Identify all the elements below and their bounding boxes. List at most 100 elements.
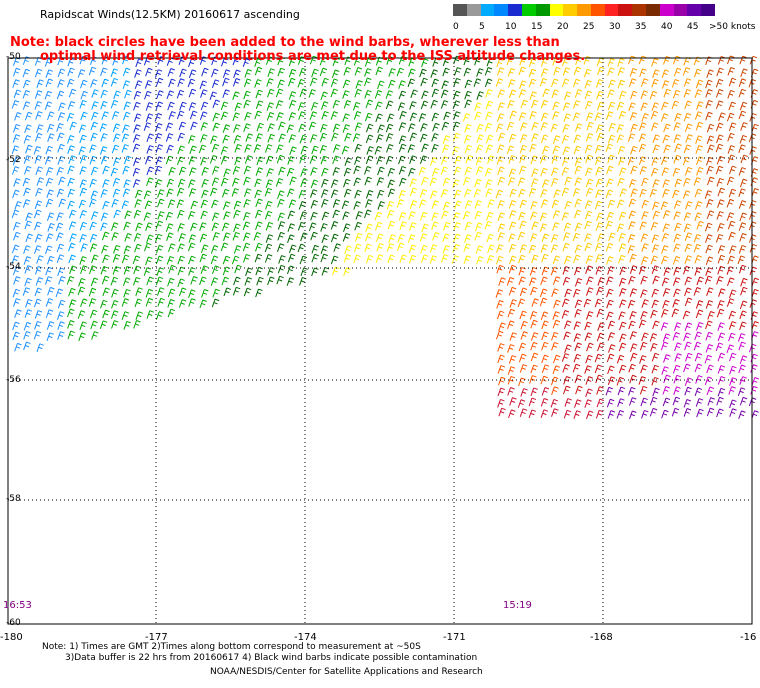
wind-barb [583, 298, 592, 308]
wind-barb [751, 123, 759, 133]
wind-barb [286, 167, 295, 177]
wind-barb [529, 110, 537, 120]
wind-barb [123, 245, 131, 255]
wind-barb [189, 110, 198, 120]
wind-barb [596, 286, 604, 296]
wind-barb [630, 90, 638, 100]
wind-barb [531, 168, 539, 178]
wind-barb [748, 211, 757, 220]
wind-barb [220, 111, 229, 121]
wind-barb [573, 288, 581, 298]
wind-barb [561, 298, 570, 308]
wind-barb [58, 102, 66, 112]
wind-barb [497, 232, 505, 241]
wind-barb [67, 57, 75, 67]
wind-barb [310, 101, 319, 111]
wind-barb [749, 200, 757, 209]
wind-barb [663, 144, 671, 154]
wind-barb [596, 90, 604, 100]
wind-barb [121, 144, 129, 153]
wind-barb [200, 122, 208, 131]
wind-barb [551, 386, 559, 395]
lon-label-168: -168 [590, 632, 613, 643]
wind-barb [297, 243, 306, 253]
wind-barb [255, 242, 263, 252]
wind-barb [518, 276, 526, 286]
wind-barb [595, 189, 603, 198]
wind-barb [255, 221, 263, 231]
wind-barb [738, 144, 746, 153]
wind-barb [663, 354, 671, 363]
wind-barb [484, 220, 493, 230]
wind-barb [705, 89, 713, 98]
wind-barb [628, 198, 637, 208]
wind-barb [452, 244, 460, 253]
wind-barb [539, 297, 548, 307]
wind-barb [509, 299, 517, 308]
wind-barb [210, 245, 219, 254]
wind-barb [122, 188, 131, 198]
wind-barb [552, 276, 561, 285]
wind-barb [79, 321, 87, 330]
wind-barb [113, 133, 121, 143]
wind-barb [69, 233, 77, 242]
wind-barb [497, 89, 505, 99]
wind-barb [474, 210, 482, 220]
wind-barb [179, 101, 187, 111]
wind-barb [550, 234, 559, 243]
wind-barb [430, 99, 438, 109]
wind-barb [365, 134, 374, 144]
wind-barb [321, 178, 329, 188]
wind-barb [508, 221, 517, 231]
lon-label-165: -16 [740, 632, 757, 643]
wind-barb [429, 190, 438, 199]
wind-barb [299, 134, 308, 144]
wind-barb [134, 199, 142, 208]
wind-barb [46, 332, 54, 341]
wind-barb [651, 244, 660, 253]
wind-barb [696, 220, 704, 230]
wind-barb [706, 407, 715, 417]
wind-barb [641, 113, 649, 122]
wind-barb [77, 310, 86, 319]
wind-barb [177, 145, 185, 155]
wind-barb [629, 288, 638, 297]
wind-barb [586, 121, 594, 131]
wind-barb [496, 58, 504, 68]
wind-barb [244, 111, 252, 121]
wind-barb [641, 211, 649, 220]
wind-barb [476, 68, 484, 77]
wind-barb [473, 78, 482, 87]
wind-barb [36, 255, 44, 264]
wind-barb [99, 320, 108, 330]
wind-barb [134, 243, 142, 253]
wind-barb [311, 244, 319, 254]
wind-barb [530, 286, 538, 296]
wind-barb [520, 99, 528, 109]
wind-barb [618, 90, 627, 100]
wind-barb [343, 223, 351, 232]
wind-barb [155, 255, 164, 265]
wind-barb [672, 189, 680, 199]
wind-barb [651, 299, 659, 309]
wind-barb [321, 211, 330, 221]
wind-barb [705, 256, 714, 266]
wind-barb [288, 134, 297, 143]
wind-barb [300, 267, 308, 277]
wind-barb [376, 189, 385, 199]
wind-barb [266, 112, 275, 121]
wind-barb [651, 102, 660, 111]
wind-barb [165, 155, 174, 165]
wind-barb [354, 221, 362, 231]
wind-barb [233, 209, 241, 219]
wind-barb [297, 102, 306, 111]
wind-barb [585, 388, 593, 398]
wind-barb [507, 308, 515, 318]
wind-barb [508, 168, 517, 178]
wind-barb [45, 177, 54, 187]
wind-barb [233, 223, 241, 233]
wind-barb [375, 254, 384, 263]
wind-barb [232, 177, 240, 187]
wind-barb [485, 100, 494, 110]
wind-barb [68, 221, 77, 230]
